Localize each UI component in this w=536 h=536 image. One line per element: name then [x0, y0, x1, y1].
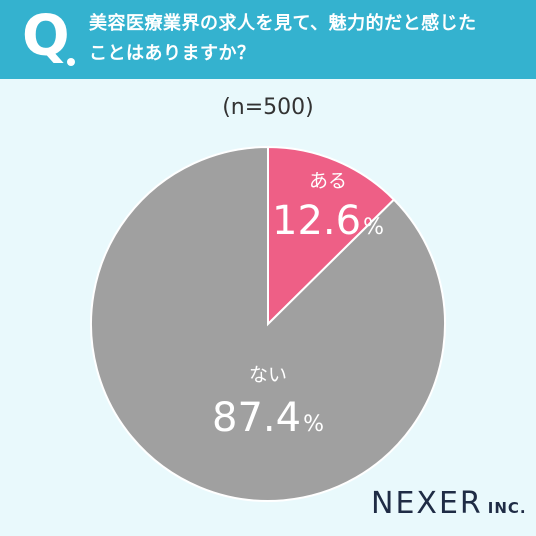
sample-size: (n=500) — [222, 95, 314, 120]
question-text: 美容医療業界の求人を見て、魅力的だと感じた ことはありますか？ — [89, 13, 477, 64]
slice-value-number-no: 87.4 — [212, 395, 301, 441]
q-dot — [67, 58, 75, 66]
slice-value-unit-yes: % — [363, 215, 384, 240]
slice-value-no: 87.4% — [212, 395, 324, 441]
logo-name: NEXER — [371, 486, 483, 521]
slice-value-yes: 12.6% — [272, 198, 384, 244]
slice-value-unit-no: % — [303, 412, 324, 437]
nexer-logo: NEXER INC. — [371, 486, 527, 526]
logo-suffix: INC. — [487, 499, 527, 517]
pie-slice-yes — [267, 145, 396, 327]
question-header: Q 美容医療業界の求人を見て、魅力的だと感じた ことはありますか？ — [0, 0, 536, 79]
pie-slice-no — [90, 145, 446, 502]
slice-label-no: ない — [249, 364, 287, 386]
slice-value-number-yes: 12.6 — [272, 198, 361, 244]
slice-label-yes: ある — [309, 170, 347, 192]
q-mark: Q — [22, 4, 70, 69]
